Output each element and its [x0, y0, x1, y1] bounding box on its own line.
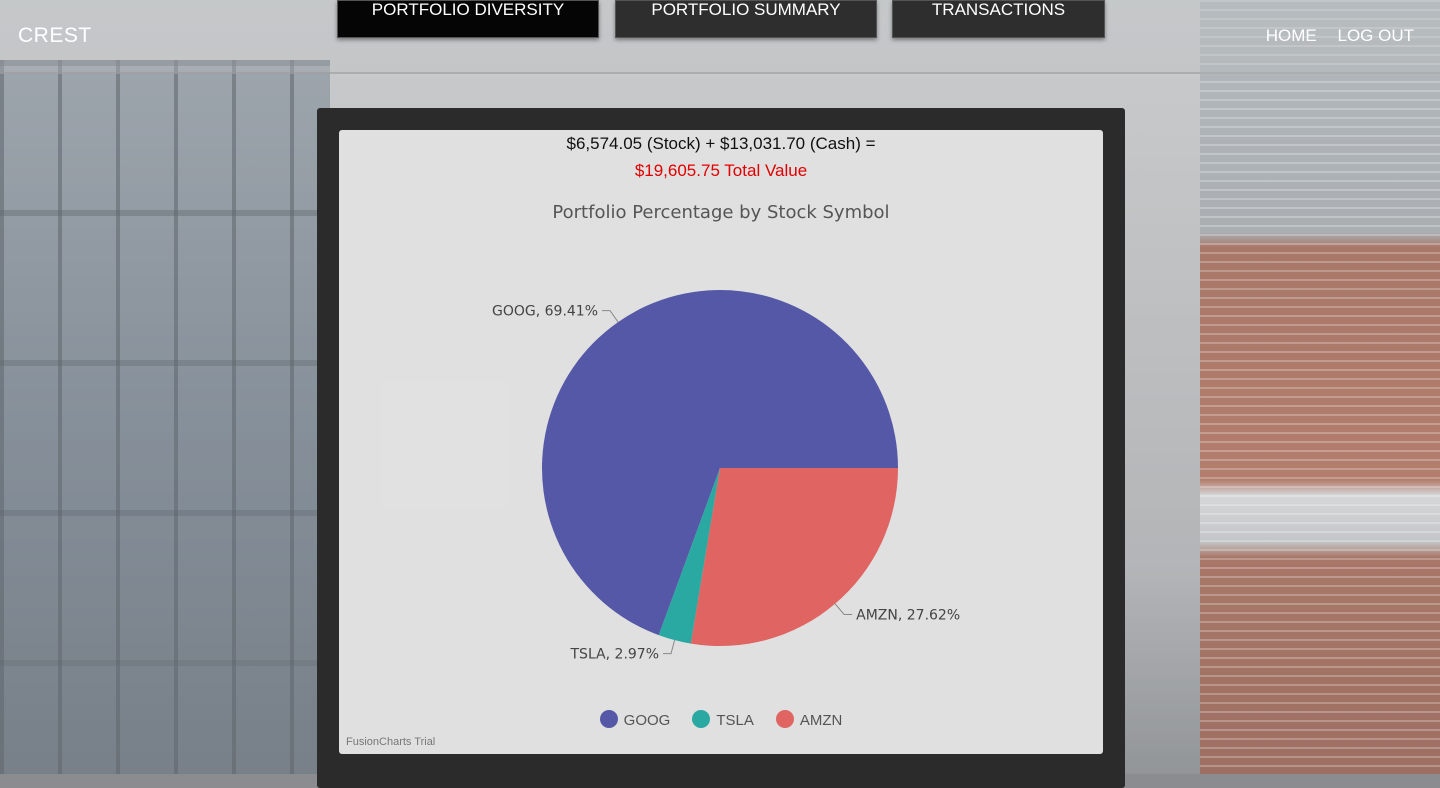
label-leader-goog [602, 310, 619, 323]
pie-slice-tsla[interactable] [658, 468, 720, 644]
tab-transactions[interactable]: TRANSACTIONS [892, 0, 1105, 38]
label-leader-amzn [834, 603, 853, 615]
legend-swatch [775, 710, 794, 728]
chart-title: Portfolio Percentage by Stock Symbol [552, 202, 890, 223]
tab-portfolio-summary[interactable]: PORTFOLIO SUMMARY [615, 0, 877, 38]
legend-label: GOOG [623, 712, 671, 729]
logout-link[interactable]: LOG OUT [1337, 26, 1414, 45]
tab-label: PORTFOLIO SUMMARY [651, 0, 841, 19]
legend-item-tsla[interactable]: TSLA [692, 710, 754, 729]
pie-slice-goog[interactable] [542, 290, 898, 636]
home-link[interactable]: HOME [1265, 26, 1317, 45]
label-leader-tsla [663, 639, 676, 655]
building-right [1200, 0, 1440, 774]
chart-legend: GOOG TSLA AMZN [339, 710, 1103, 729]
chart-card: $6,574.05 (Stock) + $13,031.70 (Cash) = … [339, 130, 1103, 754]
slice-label-amzn: AMZN, 27.62% [856, 607, 960, 623]
legend-label: TSLA [716, 712, 754, 729]
tab-portfolio-diversity[interactable]: PORTFOLIO DIVERSITY [337, 0, 599, 38]
legend-item-goog[interactable]: GOOG [599, 710, 671, 729]
tab-label: TRANSACTIONS [931, 0, 1066, 19]
pie-slice-amzn[interactable] [690, 468, 898, 646]
nav-links: HOME LOG OUT [1250, 26, 1414, 46]
navbar: CREST PORTFOLIO DIVERSITY PORTFOLIO SUMM… [0, 0, 1440, 74]
pie-chart: GOOG, 69.41% TSLA, 2.97% AMZN, 27.62% [492, 290, 960, 663]
legend-swatch [692, 710, 711, 728]
legend-item-amzn[interactable]: AMZN [775, 710, 843, 729]
legend-swatch [599, 710, 618, 728]
tab-label: PORTFOLIO DIVERSITY [371, 0, 565, 19]
brand-logo[interactable]: CREST [18, 24, 92, 47]
total-value: $19,605.75 Total Value [634, 161, 808, 180]
chart-watermark: FusionCharts Trial [346, 736, 436, 748]
legend-label: AMZN [799, 712, 843, 729]
slice-label-goog: GOOG, 69.41% [492, 304, 598, 320]
building-left [0, 60, 330, 774]
slice-label-tsla: TSLA, 2.97% [570, 647, 660, 663]
stock-cash-sum: $6,574.05 (Stock) + $13,031.70 (Cash) = [566, 134, 876, 153]
portfolio-totals: $6,574.05 (Stock) + $13,031.70 (Cash) = … [339, 134, 1103, 181]
